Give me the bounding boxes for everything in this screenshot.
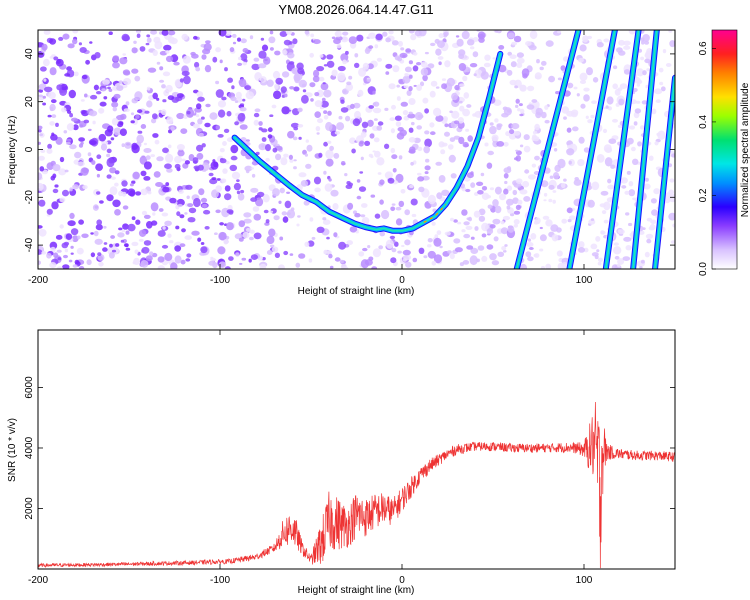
spectrogram-line-3 xyxy=(602,30,642,269)
spectrogram-y-label: Frequency (Hz) xyxy=(7,116,18,185)
x-tick-label: 100 xyxy=(576,275,593,286)
colorbar-frame xyxy=(711,29,738,270)
colorbar: 0.0 0.2 0.4 0.6 Normalized spectral amplitu… xyxy=(698,29,750,276)
colorbar-tick-label: 0.4 xyxy=(698,115,709,129)
spectrogram-signal xyxy=(231,30,675,269)
colorbar-axis: 0.0 0.2 0.4 0.6 xyxy=(698,41,716,276)
figure-title: YM08.2026.064.14.47.G11 xyxy=(278,2,433,17)
snr-x-axis: -200 -100 0 100 xyxy=(28,330,593,586)
x-tick-label: -200 xyxy=(28,275,48,286)
spectrogram-x-axis: -200 -100 0 100 xyxy=(28,30,593,286)
spectrogram-line-4 xyxy=(630,30,660,269)
y-tick-label: 20 xyxy=(24,96,35,108)
x-tick-label: 100 xyxy=(576,575,593,586)
snr-y-label: SNR (10 * v/v) xyxy=(7,418,18,482)
y-tick-label: -40 xyxy=(24,237,35,252)
x-tick-label: -100 xyxy=(210,275,230,286)
spectrogram-curve xyxy=(231,50,504,234)
x-tick-label: 0 xyxy=(399,275,405,286)
y-tick-label: 0 xyxy=(24,146,35,152)
snr-y-axis: 2000 4000 6000 xyxy=(24,376,675,520)
y-tick-label: -20 xyxy=(24,190,35,205)
y-tick-label: 6000 xyxy=(24,376,35,399)
x-tick-label: -200 xyxy=(28,575,48,586)
y-tick-label: 40 xyxy=(24,48,35,60)
snr-panel: -200 -100 0 100 2000 4000 6000 Height of stra… xyxy=(7,329,676,596)
snr-series-line xyxy=(38,401,675,569)
x-tick-label: -100 xyxy=(210,575,230,586)
spectrogram-plot-area xyxy=(38,30,675,269)
colorbar-tick-label: 0.2 xyxy=(698,188,709,202)
snr-frame xyxy=(37,329,676,570)
spectrogram-x-label: Height of straight line (km) xyxy=(298,286,415,297)
colorbar-tick-label: 0.6 xyxy=(698,41,709,55)
colorbar-gradient xyxy=(712,30,737,269)
colorbar-tick-label: 0.0 xyxy=(698,262,709,276)
spectrogram-line-2 xyxy=(566,30,618,269)
snr-plot-area xyxy=(38,330,675,569)
colorbar-label: Normalized spectral amplitude xyxy=(740,82,750,217)
x-tick-label: 0 xyxy=(399,575,405,586)
spectrogram-line-1 xyxy=(513,30,582,269)
y-tick-label: 4000 xyxy=(24,436,35,459)
spectrogram-y-axis: -40 -20 0 20 40 xyxy=(24,48,675,252)
y-tick-label: 2000 xyxy=(24,497,35,520)
spectrogram-line-5 xyxy=(652,74,675,269)
snr-x-label: Height of straight line (km) xyxy=(298,585,415,596)
